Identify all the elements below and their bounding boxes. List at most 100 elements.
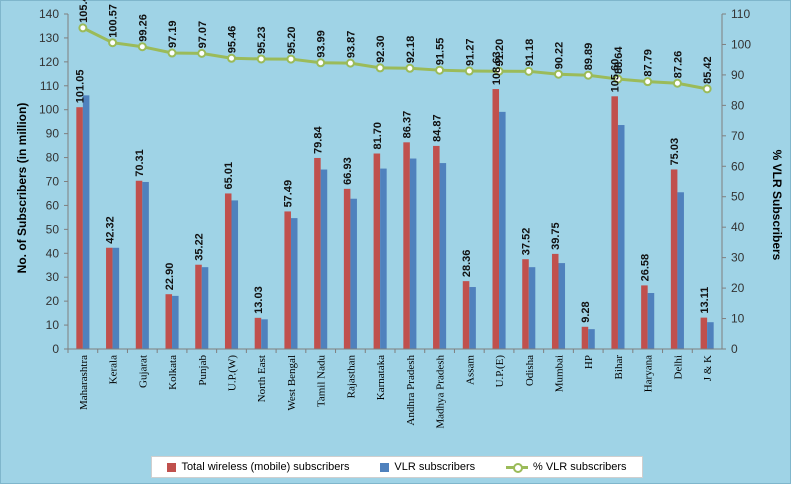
x-tick-label: J & K <box>702 355 714 381</box>
bar-total-subscribers <box>522 259 529 349</box>
vlr-percent-point <box>167 48 177 58</box>
y2-tick-label: 0 <box>731 342 738 356</box>
x-tick-label: Mumbai <box>554 355 566 392</box>
data-label-vlr-percent: 88.64 <box>613 46 625 74</box>
x-tick-label: Kolkata <box>167 355 179 390</box>
y-tick-label: 110 <box>40 79 59 93</box>
data-label-vlr-percent: 87.26 <box>672 51 684 79</box>
x-tick-label: Haryana <box>643 355 655 392</box>
vlr-percent-point <box>524 66 534 76</box>
data-label-total: 84.87 <box>431 114 443 142</box>
data-label-total: 75.03 <box>669 138 681 166</box>
bar-vlr-subscribers <box>617 125 625 350</box>
data-label-vlr-percent: 95.23 <box>256 26 268 54</box>
y-tick-label: 100 <box>39 103 59 117</box>
vlr-percent-point <box>137 42 147 52</box>
x-tick-label: Andhra Pradesh <box>405 355 417 426</box>
data-label-total: 101.05 <box>75 70 87 104</box>
data-label-vlr-percent: 100.57 <box>108 4 120 38</box>
data-label-total: 42.32 <box>104 216 116 244</box>
data-label-vlr-percent: 87.79 <box>643 49 655 77</box>
data-label-total: 86.37 <box>402 111 414 139</box>
bar-total-subscribers <box>224 193 232 349</box>
vlr-percent-point <box>108 38 118 48</box>
vlr-percent-point <box>702 84 712 94</box>
x-tick-label: Maharashtra <box>78 355 90 410</box>
data-label-total: 70.31 <box>134 149 146 177</box>
y2-tick-label: 20 <box>731 281 745 295</box>
bar-vlr-subscribers <box>677 192 684 349</box>
bar-vlr-subscribers <box>707 322 714 349</box>
data-label-vlr-percent: 97.19 <box>167 20 179 48</box>
x-tick-label: Odisha <box>524 355 536 386</box>
legend-label-vlr-percent: % VLR subscribers <box>533 461 627 473</box>
bar-total-subscribers <box>106 247 113 349</box>
bar-total-subscribers <box>165 294 173 349</box>
legend-swatch-vlr <box>380 462 390 472</box>
data-label-vlr-percent: 93.87 <box>345 31 357 59</box>
data-label-vlr-percent: 89.89 <box>583 43 595 71</box>
data-label-vlr-percent: 92.18 <box>405 36 417 64</box>
x-tick-label: North East <box>256 355 268 402</box>
legend-item-vlr-percent: % VLR subscribers <box>506 461 627 473</box>
x-tick-label: HP <box>583 355 595 369</box>
legend-swatch-vlr-percent <box>506 462 528 473</box>
vlr-percent-point <box>583 70 593 80</box>
data-label-vlr-percent: 99.26 <box>137 14 149 42</box>
y2-tick-label: 30 <box>731 251 745 265</box>
bar-vlr-subscribers <box>499 111 506 349</box>
data-label-total: 22.90 <box>164 263 176 291</box>
data-label-vlr-percent: 91.18 <box>524 39 536 67</box>
data-labels: 101.05 42.32 70.31 22.90 35.22 65.01 13.03 57.4… <box>75 0 715 323</box>
data-label-vlr-percent: 91.27 <box>464 39 476 67</box>
bar-vlr-subscribers <box>409 158 417 349</box>
x-tick-label: Rajasthan <box>345 355 357 399</box>
bar-vlr-subscribers <box>201 267 209 349</box>
x-tick-label: Gujarat <box>137 355 149 388</box>
y2-tick-label: 90 <box>731 68 745 82</box>
bar-total-subscribers <box>641 285 648 349</box>
legend-item-vlr: VLR subscribers <box>380 461 475 473</box>
bar-vlr-subscribers <box>469 287 476 349</box>
data-label-vlr-percent: 97.07 <box>197 21 209 49</box>
y-tick-label: 140 <box>39 7 59 21</box>
data-label-vlr-percent: 91.55 <box>435 38 447 66</box>
vlr-percent-point <box>78 23 88 33</box>
bar-total-subscribers <box>195 264 202 349</box>
x-tick-label: Punjab <box>197 355 209 386</box>
y2-tick-label: 110 <box>731 7 750 21</box>
x-tick-label: Kerala <box>108 355 120 384</box>
bar-vlr-subscribers <box>82 95 90 349</box>
vlr-percent-point <box>554 69 563 79</box>
vlr-percent-point <box>464 66 474 76</box>
vlr-percent-point <box>256 54 266 64</box>
vlr-percent-point <box>494 66 504 76</box>
vlr-percent-point <box>435 65 445 75</box>
y2-axis-title: % VLR Subscribers <box>770 150 784 261</box>
x-tick-label: Bihar <box>613 355 625 380</box>
data-label-total: 26.58 <box>639 254 651 282</box>
y-tick-label: 0 <box>52 342 59 356</box>
y-tick-label: 90 <box>46 127 60 141</box>
vlr-percent-point <box>197 48 207 58</box>
x-tick-label: U.P.(W) <box>227 355 239 391</box>
bar-total-subscribers <box>433 145 440 349</box>
data-label-vlr-percent: 90.22 <box>554 42 566 70</box>
bar-vlr-subscribers <box>231 200 239 349</box>
axes: 0 10 20 30 40 50 60 70 80 90 100 110 120 130 140 0 10 20 3… <box>39 7 751 429</box>
x-tick-label: Karnataka <box>375 355 387 400</box>
bar-vlr-subscribers <box>290 218 298 349</box>
y2-tick-label: 10 <box>731 312 745 326</box>
y-tick-label: 130 <box>39 31 59 45</box>
bar-total-subscribers <box>314 157 321 349</box>
data-label-total: 105.60 <box>610 59 622 93</box>
data-label-total: 28.36 <box>461 250 473 278</box>
y2-tick-label: 80 <box>731 98 745 112</box>
legend-swatch-total <box>167 462 177 472</box>
bar-vlr-subscribers <box>588 329 595 349</box>
x-tick-label: Madhya Pradesh <box>435 355 447 429</box>
bar-total-subscribers <box>700 317 708 349</box>
bar-total-subscribers <box>611 96 618 349</box>
y2-tick-label: 40 <box>731 220 745 234</box>
bar-vlr-subscribers <box>142 181 149 349</box>
